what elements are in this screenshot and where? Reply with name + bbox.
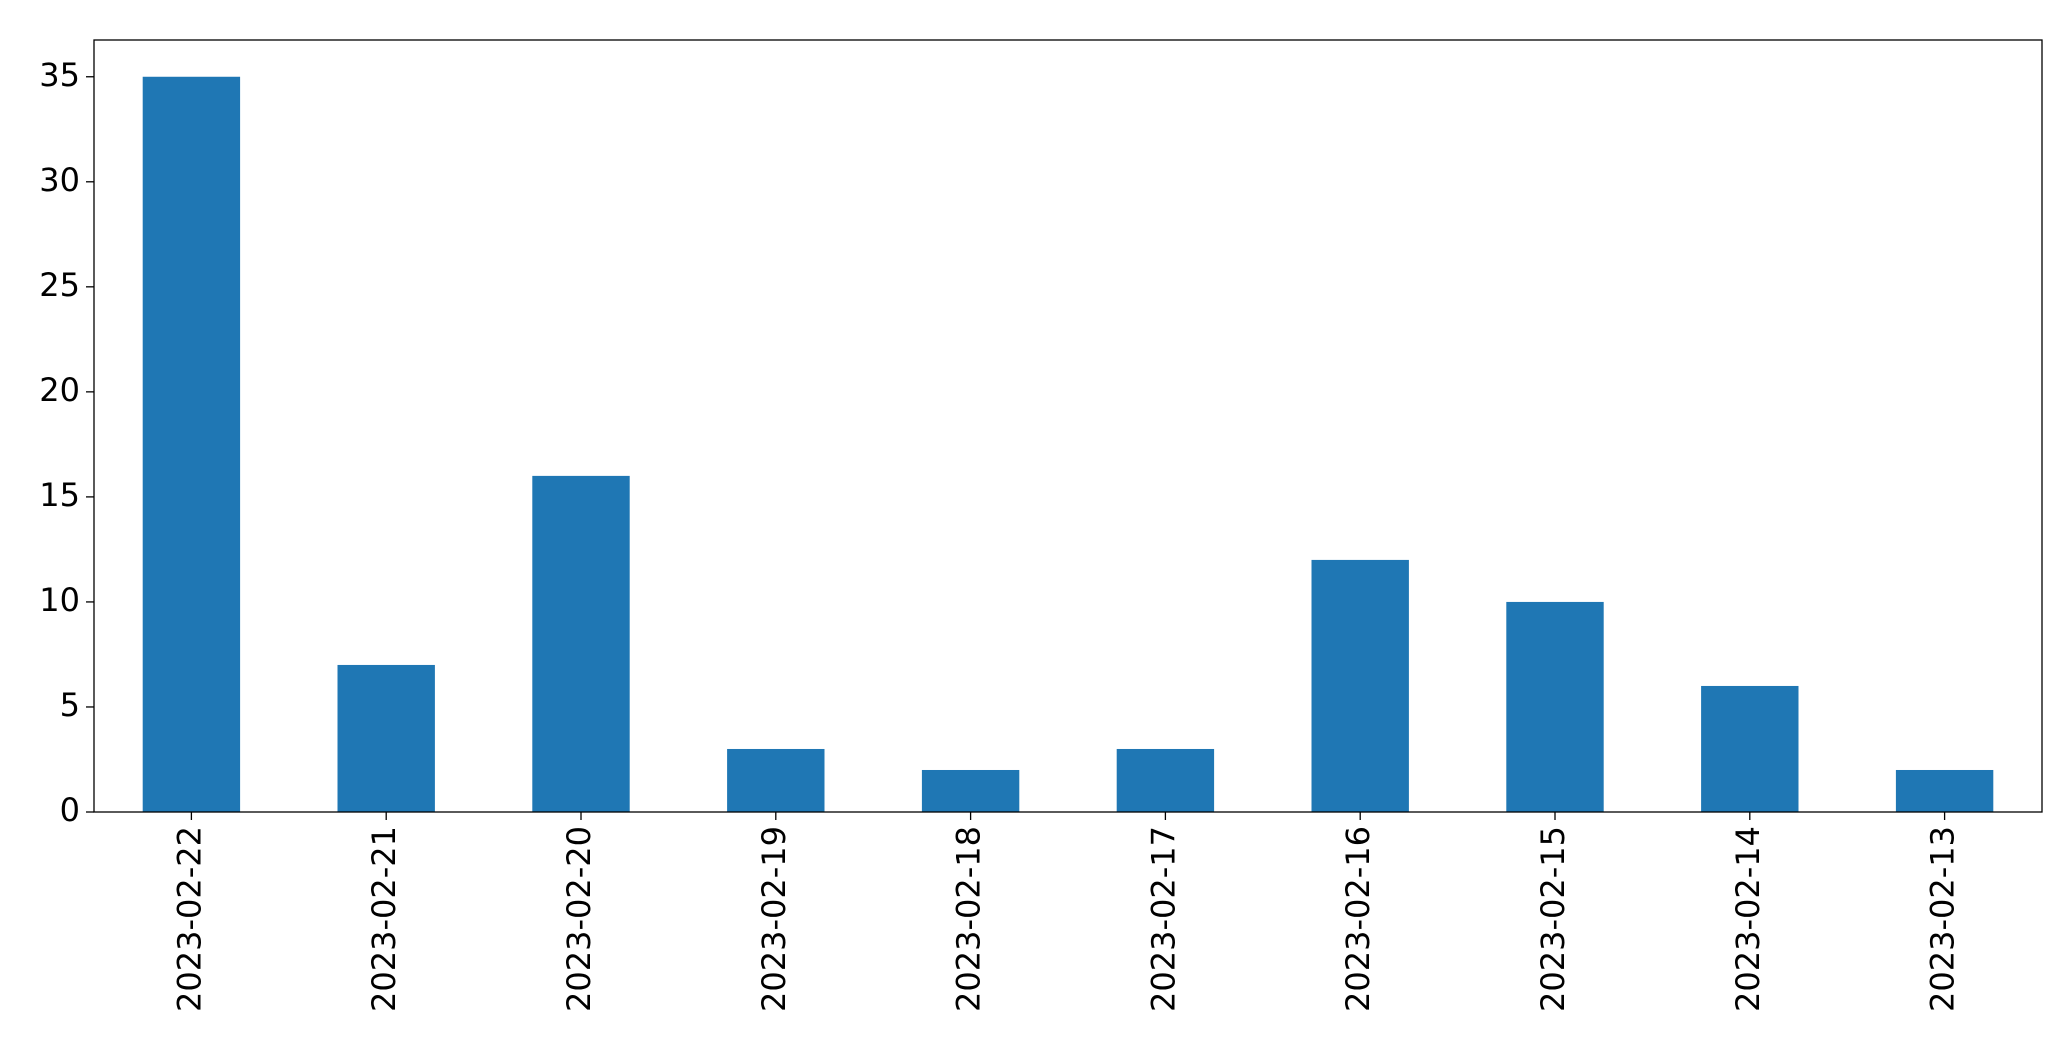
y-tick-label: 5 xyxy=(60,686,80,724)
x-tick-label: 2023-02-22 xyxy=(170,826,208,1012)
x-tick-label: 2023-02-16 xyxy=(1339,826,1377,1012)
plot-frame xyxy=(93,39,2043,813)
y-tick-label: 35 xyxy=(39,56,80,94)
bar xyxy=(1116,748,1215,812)
x-tick-label: 2023-02-18 xyxy=(950,826,988,1012)
x-tick-label: 2023-02-17 xyxy=(1144,826,1182,1012)
y-tick-label: 30 xyxy=(39,161,80,199)
y-tick-label: 0 xyxy=(60,791,80,829)
bar xyxy=(1895,769,1994,812)
x-tick-label: 2023-02-15 xyxy=(1534,826,1572,1012)
y-tick-label: 10 xyxy=(39,581,80,619)
bar xyxy=(142,76,241,812)
bar xyxy=(727,748,825,812)
x-tick-label: 2023-02-19 xyxy=(755,826,793,1012)
y-tick-label: 15 xyxy=(39,476,80,514)
bar xyxy=(1311,559,1409,812)
bar xyxy=(1506,601,1604,812)
bar xyxy=(337,664,435,812)
y-tick-label: 25 xyxy=(39,266,80,304)
x-tick-label: 2023-02-21 xyxy=(365,826,403,1012)
x-tick-label: 2023-02-14 xyxy=(1729,826,1767,1012)
bar xyxy=(921,769,1020,812)
bar xyxy=(532,475,630,812)
y-tick-label: 20 xyxy=(39,371,80,409)
x-tick-label: 2023-02-20 xyxy=(560,826,598,1012)
bar xyxy=(1701,685,1799,812)
x-tick-label: 2023-02-13 xyxy=(1924,826,1962,1012)
